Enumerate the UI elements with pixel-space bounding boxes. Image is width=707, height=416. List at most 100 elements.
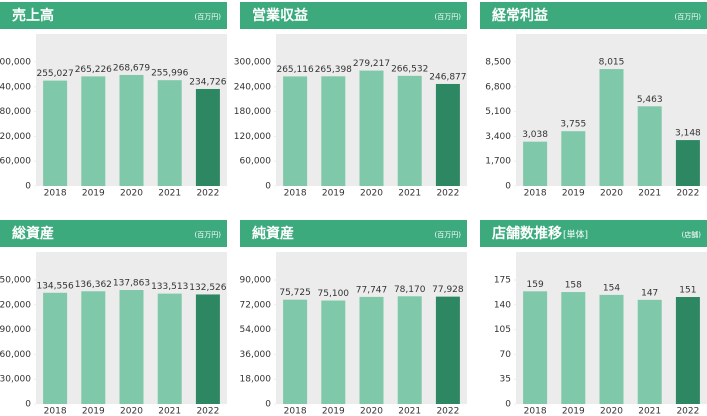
bar (81, 76, 106, 186)
bar (195, 88, 220, 186)
y-tick-label: 300,000 (0, 58, 31, 68)
x-tick-label: 2021 (638, 407, 661, 416)
x-tick-label: 2018 (524, 407, 547, 416)
x-tick-label: 2020 (120, 189, 143, 199)
y-tick-label: 18,000 (240, 375, 272, 385)
x-tick-label: 2021 (158, 407, 181, 416)
y-tick-label: 105 (494, 325, 511, 335)
value-label: 77,928 (432, 285, 464, 295)
x-tick-label: 2022 (676, 189, 699, 199)
unit: (百万円) (195, 13, 222, 21)
bar (119, 74, 144, 186)
bar (43, 80, 68, 186)
y-tick-label: 0 (265, 400, 271, 410)
bar (283, 299, 308, 404)
y-tick-label: 240,000 (234, 82, 271, 92)
header (0, 220, 227, 247)
value-label: 255,027 (36, 69, 73, 79)
panel-title: 営業収益 (252, 7, 308, 24)
y-tick-label: 30,000 (0, 375, 31, 385)
header (240, 220, 467, 247)
header (480, 220, 707, 247)
value-label: 137,863 (113, 279, 150, 289)
y-tick-label: 120,000 (234, 132, 271, 142)
bar (675, 140, 700, 186)
y-tick-label: 60,000 (0, 157, 31, 167)
value-label: 3,755 (560, 120, 586, 130)
y-tick-label: 3,400 (485, 132, 511, 142)
x-tick-label: 2020 (360, 407, 383, 416)
bar (561, 131, 586, 186)
bar (637, 299, 662, 404)
x-tick-label: 2022 (436, 407, 459, 416)
value-label: 159 (527, 280, 544, 290)
value-label: 132,526 (189, 283, 226, 293)
x-tick-label: 2021 (398, 189, 421, 199)
bar (43, 292, 68, 404)
value-label: 158 (565, 281, 582, 291)
bar (599, 294, 624, 404)
y-tick-label: 90,000 (240, 276, 272, 286)
value-label: 266,532 (391, 64, 428, 74)
value-label: 3,038 (522, 130, 548, 140)
value-label: 246,877 (429, 72, 466, 82)
y-tick-label: 36,000 (240, 350, 272, 360)
y-tick-label: 60,000 (240, 157, 272, 167)
y-tick-label: 70 (500, 350, 512, 360)
bar (397, 75, 422, 186)
value-label: 3,148 (675, 129, 701, 139)
y-tick-label: 240,000 (0, 82, 31, 92)
header (0, 2, 227, 29)
y-tick-label: 6,800 (485, 82, 511, 92)
value-label: 147 (641, 288, 658, 298)
y-tick-label: 1,700 (485, 157, 511, 167)
x-tick-label: 2019 (322, 407, 345, 416)
value-label: 154 (603, 283, 620, 293)
value-label: 268,679 (113, 63, 150, 73)
y-tick-label: 8,500 (485, 58, 511, 68)
value-label: 8,015 (599, 58, 625, 68)
y-tick-label: 54,000 (240, 325, 272, 335)
unit: (百万円) (435, 13, 462, 21)
x-tick-label: 2022 (196, 407, 219, 416)
bar (359, 296, 384, 404)
panel-subtitle: [単体] (563, 229, 588, 241)
y-tick-label: 300,000 (234, 58, 271, 68)
value-label: 279,217 (353, 59, 390, 69)
x-tick-label: 2020 (600, 189, 623, 199)
x-tick-label: 2019 (82, 407, 105, 416)
panel-title: 総資産 (12, 225, 54, 242)
unit: (百万円) (435, 231, 462, 239)
bar (675, 297, 700, 404)
x-tick-label: 2018 (284, 189, 307, 199)
value-label: 234,726 (189, 77, 226, 87)
x-tick-label: 2022 (196, 189, 219, 199)
y-tick-label: 140 (494, 300, 511, 310)
header (480, 2, 707, 29)
bar (397, 296, 422, 404)
y-tick-label: 150,000 (0, 276, 31, 286)
x-tick-label: 2018 (44, 189, 67, 199)
value-label: 265,116 (276, 65, 313, 75)
y-tick-label: 0 (505, 182, 511, 192)
y-tick-label: 72,000 (240, 300, 272, 310)
bar (157, 293, 182, 404)
x-tick-label: 2021 (398, 407, 421, 416)
x-tick-label: 2018 (524, 189, 547, 199)
x-tick-label: 2021 (638, 189, 661, 199)
value-label: 75,100 (318, 289, 350, 299)
value-label: 255,996 (151, 69, 188, 79)
panel-title: 純資産 (252, 225, 294, 242)
bar (523, 141, 548, 186)
y-tick-label: 0 (25, 400, 31, 410)
bar (359, 70, 384, 186)
bar (523, 291, 548, 404)
value-label: 5,463 (637, 95, 663, 105)
value-label: 265,398 (315, 65, 352, 75)
x-tick-label: 2022 (676, 407, 699, 416)
y-tick-label: 175 (494, 276, 511, 286)
bar (321, 300, 346, 404)
bar (435, 83, 460, 186)
value-label: 151 (679, 286, 696, 296)
